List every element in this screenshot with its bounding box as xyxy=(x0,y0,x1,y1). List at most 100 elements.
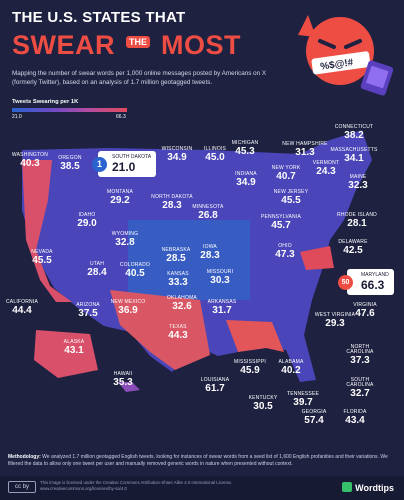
state-label-nebraska: NEBRASKA 28.5 xyxy=(162,248,191,264)
state-name: IOWA xyxy=(203,244,217,250)
state-label-illinois: ILLINOIS 45.0 xyxy=(204,147,226,163)
state-label-south-carolina: SOUTH CAROLINA 32.7 xyxy=(338,378,382,399)
methodology-label: Methodology: xyxy=(8,454,41,460)
state-value: 45.7 xyxy=(271,220,291,231)
angry-face-icon: %$@!# xyxy=(298,15,394,96)
state-label-mississippi: MISSISSIPPI 45.9 xyxy=(234,360,266,376)
state-name: HAWAII xyxy=(113,371,133,377)
state-value: 43.4 xyxy=(345,415,365,426)
state-name: ALABAMA xyxy=(278,359,304,365)
state-name: KENTUCKY xyxy=(248,395,278,401)
state-label-rhode-island: RHODE ISLAND 28.1 xyxy=(337,213,377,229)
state-value: 32.3 xyxy=(348,180,368,191)
state-name: NEBRASKA xyxy=(161,247,191,253)
state-name: MASSACHUSETTS xyxy=(330,147,378,153)
state-label-new-jersey: NEW JERSEY 45.5 xyxy=(274,190,309,206)
state-label-kentucky: KENTUCKY 30.5 xyxy=(249,396,278,412)
lowest-value: 21.0 xyxy=(112,160,136,174)
title-line-1: THE U.S. STATES THAT xyxy=(12,9,186,26)
state-label-west-virginia: WEST VIRGINIA 29.3 xyxy=(315,313,355,329)
state-value: 34.9 xyxy=(167,152,187,163)
spark-icon xyxy=(298,15,316,37)
state-value: 45.3 xyxy=(235,146,255,157)
legend-max: 66.3 xyxy=(116,114,126,120)
state-value: 32.6 xyxy=(172,301,192,312)
state-label-michigan: MICHIGAN 45.3 xyxy=(232,141,259,157)
state-label-colorado: COLORADO 40.5 xyxy=(120,263,150,279)
state-name: NORTH CAROLINA xyxy=(346,344,374,355)
state-value: 28.4 xyxy=(87,267,107,278)
hawaii-shape xyxy=(118,382,140,392)
brand-name: Wordtips xyxy=(355,483,394,493)
state-value: 31.7 xyxy=(212,305,232,316)
state-label-wyoming: WYOMING 32.8 xyxy=(112,232,138,248)
phone-screen xyxy=(366,65,389,89)
state-value: 30.5 xyxy=(253,401,273,412)
state-name: OREGON xyxy=(58,155,82,161)
state-value: 45.5 xyxy=(32,255,52,266)
state-value: 40.3 xyxy=(20,158,40,169)
state-name: OHIO xyxy=(278,243,292,249)
state-label-oregon: OREGON 38.5 xyxy=(58,156,81,172)
state-name: NORTH DAKOTA xyxy=(151,194,193,200)
state-name: TENNESSEE xyxy=(286,391,320,397)
state-value: 45.0 xyxy=(205,152,225,163)
state-name: MICHIGAN xyxy=(231,140,259,146)
state-label-new-york: NEW YORK 40.7 xyxy=(272,166,301,182)
state-name: ALASKA xyxy=(63,339,85,345)
title-line-2: SWEAR THE MOST xyxy=(12,30,241,61)
state-name: FLORIDA xyxy=(343,409,367,415)
title-word-the: THE xyxy=(126,36,151,48)
state-name: COLORADO xyxy=(119,262,151,268)
state-name: GEORGIA xyxy=(301,409,327,415)
state-label-washington: WASHINGTON 40.3 xyxy=(12,153,48,169)
state-name: PENNSYLVANIA xyxy=(260,214,302,220)
state-value: 44.4 xyxy=(12,305,32,316)
state-value: 61.7 xyxy=(205,383,225,394)
state-name: KANSAS xyxy=(167,271,189,277)
state-name: NEVADA xyxy=(31,249,53,255)
state-value: 29.2 xyxy=(110,195,130,206)
state-value: 40.7 xyxy=(276,171,296,182)
state-name: WASHINGTON xyxy=(11,152,49,158)
state-value: 29.3 xyxy=(325,318,345,329)
highest-callout: MARYLAND 66.3 xyxy=(347,269,394,295)
state-value: 57.4 xyxy=(304,415,324,426)
eyebrow-shape xyxy=(318,39,362,49)
state-value: 32.8 xyxy=(115,237,135,248)
legend-gradient-bar xyxy=(12,108,127,112)
state-label-alaska: ALASKA 43.1 xyxy=(64,340,85,356)
state-name: MAINE xyxy=(349,174,367,180)
state-label-vermont: VERMONT 24.3 xyxy=(313,161,339,177)
us-map xyxy=(22,130,372,392)
state-label-massachusetts: MASSACHUSETTS 34.1 xyxy=(330,148,377,164)
state-label-montana: MONTANA 29.2 xyxy=(107,190,133,206)
state-label-texas: TEXAS 44.3 xyxy=(168,325,187,341)
state-name: RHODE ISLAND xyxy=(337,212,377,218)
state-label-tennessee: TENNESSEE 39.7 xyxy=(287,392,319,408)
state-name: VERMONT xyxy=(312,160,340,166)
state-label-indiana: INDIANA 34.9 xyxy=(235,172,257,188)
state-label-nevada: NEVADA 45.5 xyxy=(31,250,52,266)
state-name: NEW JERSEY xyxy=(273,189,309,195)
west-coast-shape xyxy=(22,160,72,302)
rank-badge-lowest: 1 xyxy=(92,157,107,172)
state-name: LOUISIANA xyxy=(200,377,230,383)
state-name: NEW MEXICO xyxy=(110,299,146,305)
state-value: 29.0 xyxy=(77,218,97,229)
state-value: 34.9 xyxy=(236,177,256,188)
state-name: ARIZONA xyxy=(76,302,100,308)
lowest-callout: SOUTH DAKOTA 21.0 xyxy=(98,151,157,177)
state-name: MISSOURI xyxy=(206,269,234,275)
southeast-shape xyxy=(226,320,284,352)
brand-mark-icon xyxy=(342,482,353,492)
methodology-text: We analyzed 1.7 million geotagged Englis… xyxy=(8,454,388,467)
state-name: VIRGINIA xyxy=(353,302,377,308)
state-label-arkansas: ARKANSAS 31.7 xyxy=(208,300,237,316)
lowest-state: SOUTH DAKOTA xyxy=(112,154,152,160)
state-value: 30.3 xyxy=(210,275,230,286)
methodology: Methodology: We analyzed 1.7 million geo… xyxy=(8,454,396,468)
legend-min: 21.0 xyxy=(12,114,22,120)
state-name: MONTANA xyxy=(106,189,134,195)
